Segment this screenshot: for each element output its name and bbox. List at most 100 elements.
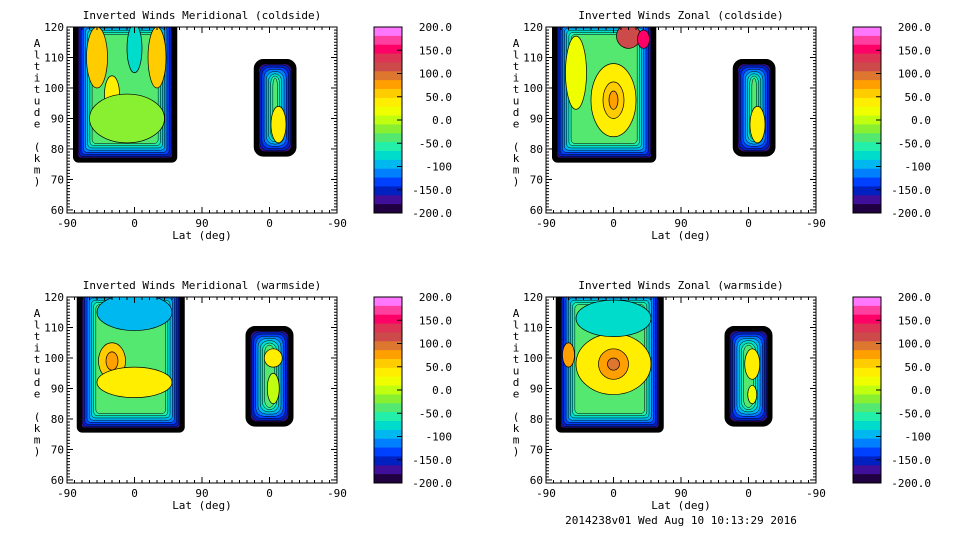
colorbar-swatch xyxy=(374,53,402,63)
colorbar-swatch xyxy=(374,168,402,179)
colorbar-swatch xyxy=(374,474,402,484)
x-tick-label: -90 xyxy=(57,487,77,500)
colorbar-swatch xyxy=(374,44,402,55)
contour-field xyxy=(552,27,776,163)
colorbar-swatch xyxy=(853,429,881,440)
y-tick-label: 100 xyxy=(523,82,543,95)
colorbar-swatch xyxy=(374,385,402,395)
contour-feature xyxy=(562,342,575,368)
y-tick-label: 60 xyxy=(530,474,543,487)
colorbar-swatch xyxy=(374,195,402,205)
y-tick-label: 120 xyxy=(44,21,64,34)
colorbar-swatch xyxy=(853,97,881,108)
contour-feature xyxy=(86,27,108,89)
contour-feature xyxy=(105,351,119,371)
colorbar-label: 50.0 xyxy=(426,361,453,374)
colorbar-label: 200.0 xyxy=(419,21,452,34)
contour-feature xyxy=(607,357,620,371)
colorbar-swatch xyxy=(374,447,402,457)
colorbar-swatch xyxy=(853,115,881,125)
y-tick-label: 80 xyxy=(51,143,64,156)
x-tick-label: -90 xyxy=(536,487,556,500)
colorbar-swatch xyxy=(853,204,881,214)
colorbar-swatch xyxy=(374,438,402,449)
colorbar-label: -100 xyxy=(426,431,453,444)
colorbar-swatch xyxy=(374,62,402,72)
x-tick-label: -90 xyxy=(536,217,556,230)
contour-feature xyxy=(575,299,652,337)
y-tick-label: 70 xyxy=(530,173,543,186)
colorbar-label: 150.0 xyxy=(898,314,931,327)
x-tick-label: 90 xyxy=(195,487,208,500)
colorbar-swatch xyxy=(853,53,881,63)
x-tick-label: 90 xyxy=(674,217,687,230)
colorbar-swatch xyxy=(374,341,402,351)
colorbar-swatch xyxy=(853,151,881,161)
colorbar-swatch xyxy=(374,204,402,214)
x-tick-label: 0 xyxy=(266,487,273,500)
colorbar-swatch xyxy=(853,124,881,134)
colorbar-swatch xyxy=(853,106,881,117)
contour-feature xyxy=(89,93,165,144)
colorbar: 200.0 150.0 100.0 50.0 0.0 -50.0 -100 -150.0 -20… xyxy=(852,21,931,220)
colorbar-label: -50.0 xyxy=(898,407,931,420)
colorbar-swatch xyxy=(853,367,881,378)
x-tick-label: 0 xyxy=(745,487,752,500)
contour-feature xyxy=(608,90,619,110)
colorbar-swatch xyxy=(853,142,881,152)
colorbar-swatch xyxy=(374,186,402,196)
colorbar-swatch xyxy=(853,394,881,404)
y-tick-label: 60 xyxy=(530,204,543,217)
x-tick-label: -90 xyxy=(806,217,826,230)
x-axis-label: Lat (deg) xyxy=(172,499,232,512)
y-tick-label: 70 xyxy=(51,173,64,186)
colorbar-label: 100.0 xyxy=(419,338,452,351)
colorbar-swatch xyxy=(374,314,402,325)
colorbar-label: 0.0 xyxy=(432,114,452,127)
contour-feature xyxy=(266,372,280,405)
colorbar-swatch xyxy=(853,456,881,466)
y-tick-label: 100 xyxy=(523,352,543,365)
colorbar-swatch xyxy=(853,474,881,484)
colorbar-swatch xyxy=(374,367,402,378)
y-tick-label: 60 xyxy=(51,474,64,487)
y-tick-label: 120 xyxy=(44,291,64,304)
colorbar-label: 100.0 xyxy=(898,338,931,351)
colorbar-swatch xyxy=(374,151,402,161)
y-tick-label: 60 xyxy=(51,204,64,217)
colorbar-swatch xyxy=(374,394,402,404)
x-tick-label: 0 xyxy=(745,217,752,230)
x-tick-label: 0 xyxy=(610,487,617,500)
colorbar-swatch xyxy=(853,323,881,333)
x-tick-label: 0 xyxy=(266,217,273,230)
colorbar-label: -150.0 xyxy=(412,184,452,197)
colorbar-label: -100 xyxy=(905,431,932,444)
colorbar-swatch xyxy=(374,124,402,134)
colorbar-swatch xyxy=(853,438,881,449)
colorbar-swatch xyxy=(374,350,402,360)
colorbar-label: 0.0 xyxy=(432,384,452,397)
colorbar-label: 0.0 xyxy=(911,384,931,397)
colorbar-swatch xyxy=(374,297,402,307)
contour-feature xyxy=(747,385,758,405)
colorbar-swatch xyxy=(374,465,402,475)
colorbar-swatch xyxy=(374,133,402,143)
colorbar-label: -200.0 xyxy=(412,207,452,220)
colorbar-swatch xyxy=(853,385,881,395)
x-tick-label: 0 xyxy=(131,217,138,230)
colorbar: 200.0 150.0 100.0 50.0 0.0 -50.0 -100 -150.0 -20… xyxy=(373,21,452,220)
colorbar-swatch xyxy=(374,421,402,431)
x-axis-label: Lat (deg) xyxy=(651,229,711,242)
colorbar-label: -200.0 xyxy=(412,477,452,490)
colorbar-swatch xyxy=(374,359,402,369)
colorbar-swatch xyxy=(853,447,881,457)
colorbar-swatch xyxy=(374,403,402,413)
chart-title: Inverted Winds Meridional (warmside) xyxy=(83,279,321,292)
colorbar-label: -50.0 xyxy=(419,137,452,150)
y-tick-label: 90 xyxy=(51,382,64,395)
y-tick-label: 90 xyxy=(51,112,64,125)
contour-field xyxy=(73,27,297,163)
colorbar-swatch xyxy=(374,159,402,170)
y-tick-label: 90 xyxy=(530,382,543,395)
colorbar-swatch xyxy=(374,142,402,152)
